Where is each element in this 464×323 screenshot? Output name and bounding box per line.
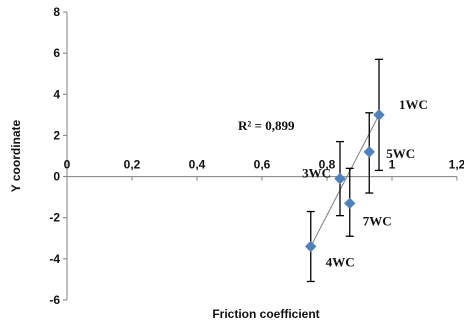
y-axis-title: Y coordinate xyxy=(9,119,23,192)
x-tick-label: 0,8 xyxy=(319,158,336,172)
y-tick-label: 4 xyxy=(53,87,60,101)
x-tick-labels: 0 0,2 0,4 0,6 0,8 1 1,2 xyxy=(64,158,464,172)
data-point xyxy=(305,240,317,253)
y-tick-label: -2 xyxy=(49,211,60,225)
data-point xyxy=(334,172,346,185)
point-label: 4WC xyxy=(326,255,355,270)
x-tick-label: 0,2 xyxy=(124,158,141,172)
point-label: 3WC xyxy=(302,166,331,181)
x-tick-label: 0,6 xyxy=(254,158,271,172)
x-tick-label: 1 xyxy=(389,158,396,172)
data-point xyxy=(363,146,375,158)
point-labels: 1WC 5WC 3WC 7WC 4WC xyxy=(302,97,428,270)
data-points xyxy=(305,109,385,253)
y-tick-label: -6 xyxy=(49,293,60,307)
y-tick-label: 2 xyxy=(53,128,60,142)
x-axis-title: Friction coefficient xyxy=(212,307,319,321)
point-label: 5WC xyxy=(386,146,415,161)
x-tick-label: 0 xyxy=(64,158,71,172)
trendline-group xyxy=(310,114,380,247)
point-label: 1WC xyxy=(399,97,428,112)
y-tick-label: -4 xyxy=(49,252,60,266)
x-tick-label: 1,2 xyxy=(449,158,464,172)
y-tick-label: 0 xyxy=(53,170,60,184)
point-label: 7WC xyxy=(363,213,392,228)
data-point xyxy=(344,197,356,210)
trendline xyxy=(310,114,380,247)
y-tick-label: 6 xyxy=(53,46,60,60)
axes xyxy=(63,11,458,301)
data-point xyxy=(373,109,385,121)
x-tick-label: 0,4 xyxy=(189,158,206,172)
r-squared-annotation: R² = 0,899 xyxy=(238,118,295,133)
y-tick-label: 8 xyxy=(53,5,60,19)
y-tick-labels: -6 -4 -2 0 2 4 6 8 xyxy=(49,5,60,307)
